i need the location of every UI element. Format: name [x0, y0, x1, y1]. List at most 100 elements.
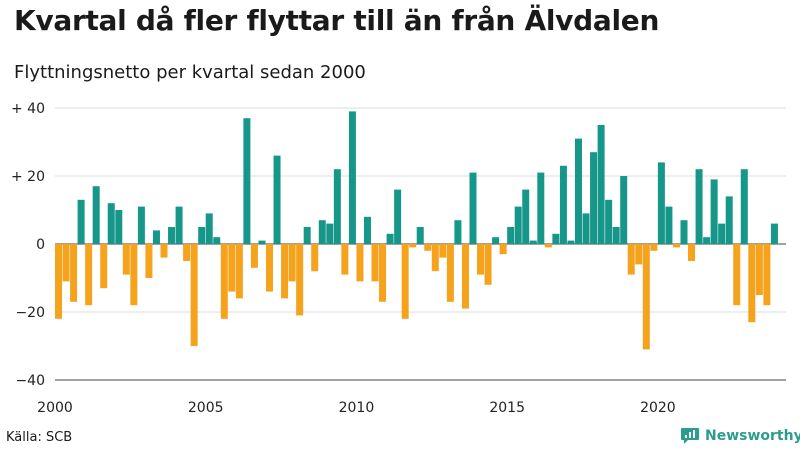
- bar-q19: [190, 244, 198, 346]
- bar-q10: [122, 244, 130, 275]
- bar-q64: [529, 240, 537, 244]
- bar-q88: [710, 179, 718, 244]
- bar-q89: [718, 223, 726, 244]
- bar-q25: [235, 244, 243, 299]
- bar-q71: [582, 213, 590, 244]
- bar-q22: [213, 237, 221, 244]
- bar-q53: [446, 244, 454, 302]
- bar-q28: [258, 240, 266, 244]
- bar-q18: [183, 244, 191, 261]
- bar-q9: [115, 210, 123, 244]
- bar-q34: [303, 227, 311, 244]
- y-tick-label: + 20: [11, 169, 45, 185]
- bar-q69: [567, 240, 575, 244]
- bar-q48: [409, 244, 417, 248]
- bar-q15: [160, 244, 168, 258]
- x-tick-label: 2000: [37, 400, 73, 416]
- bar-q56: [469, 172, 477, 244]
- bar-q3: [70, 244, 78, 302]
- bar-q52: [439, 244, 447, 258]
- bar-q40: [348, 111, 356, 245]
- bar-q41: [356, 244, 364, 282]
- bar-q54: [454, 220, 462, 244]
- bar-q11: [130, 244, 138, 306]
- bar-q93: [748, 244, 756, 323]
- bar-q59: [492, 237, 500, 244]
- bar-q50: [424, 244, 432, 251]
- bar-q17: [175, 206, 183, 244]
- bar-q83: [672, 244, 680, 248]
- bar-q49: [416, 227, 424, 244]
- bar-q63: [522, 189, 530, 244]
- bar-q58: [484, 244, 492, 285]
- bar-q1: [55, 244, 62, 319]
- bar-q79: [642, 244, 650, 350]
- bar-q33: [296, 244, 304, 316]
- newsworthy-logo-icon: [681, 428, 699, 444]
- bar-q2: [62, 244, 70, 282]
- bar-q32: [288, 244, 296, 282]
- bar-q62: [514, 206, 522, 244]
- bar-q12: [137, 206, 145, 244]
- bar-q73: [597, 125, 605, 244]
- y-tick-label: 0: [36, 237, 45, 253]
- bar-q6: [92, 186, 100, 244]
- bar-q72: [590, 152, 598, 244]
- bar-q42: [363, 216, 371, 244]
- y-tick-label: −40: [15, 373, 45, 389]
- bar-q37: [326, 223, 334, 244]
- chart-title: Kvartal då fler flyttar till än från Älv…: [14, 4, 660, 37]
- bar-q94: [755, 244, 763, 295]
- bar-q68: [559, 165, 567, 244]
- bar-q35: [311, 244, 319, 272]
- bar-q20: [198, 227, 206, 244]
- bar-q76: [620, 176, 628, 244]
- bar-q80: [650, 244, 658, 251]
- bar-q87: [703, 237, 711, 244]
- bar-q21: [205, 213, 213, 244]
- bar-q61: [507, 227, 515, 244]
- bar-q51: [431, 244, 439, 272]
- bar-q13: [145, 244, 153, 278]
- y-tick-label: + 40: [11, 101, 45, 117]
- bar-q26: [243, 118, 251, 244]
- chart-subtitle: Flyttningsnetto per kvartal sedan 2000: [14, 62, 366, 83]
- bar-q67: [552, 233, 560, 244]
- bar-q27: [250, 244, 258, 268]
- bar-q24: [228, 244, 236, 292]
- bar-q66: [544, 244, 552, 248]
- bar-q70: [574, 138, 582, 244]
- bar-q5: [85, 244, 93, 306]
- bar-q30: [273, 155, 281, 244]
- bar-q39: [341, 244, 349, 275]
- x-tick-label: 2005: [188, 400, 224, 416]
- bar-q84: [680, 220, 688, 244]
- bar-q75: [612, 227, 620, 244]
- bar-q46: [394, 189, 402, 244]
- bar-q47: [401, 244, 409, 319]
- y-tick-label: −20: [15, 305, 45, 321]
- bar-q92: [740, 169, 748, 244]
- bar-q82: [665, 206, 673, 244]
- bar-q91: [733, 244, 741, 306]
- source-note: Källa: SCB: [6, 430, 73, 445]
- x-tick-label: 2020: [640, 400, 676, 416]
- bar-q8: [107, 203, 115, 244]
- x-tick-label: 2010: [339, 400, 375, 416]
- brand-name: Newsworthy: [705, 428, 800, 444]
- bar-q78: [635, 244, 643, 265]
- bar-q23: [220, 244, 228, 319]
- bar-q65: [537, 172, 545, 244]
- brand: Newsworthy: [680, 427, 800, 445]
- bar-q74: [605, 199, 613, 244]
- bar-q81: [657, 162, 665, 244]
- bar-q95: [763, 244, 771, 306]
- bar-q38: [333, 169, 341, 244]
- bar-q44: [379, 244, 387, 302]
- bar-q60: [499, 244, 507, 255]
- bar-q43: [371, 244, 379, 282]
- bar-q77: [627, 244, 635, 275]
- bar-q29: [266, 244, 274, 292]
- bar-q31: [281, 244, 289, 299]
- x-tick-label: 2015: [489, 400, 525, 416]
